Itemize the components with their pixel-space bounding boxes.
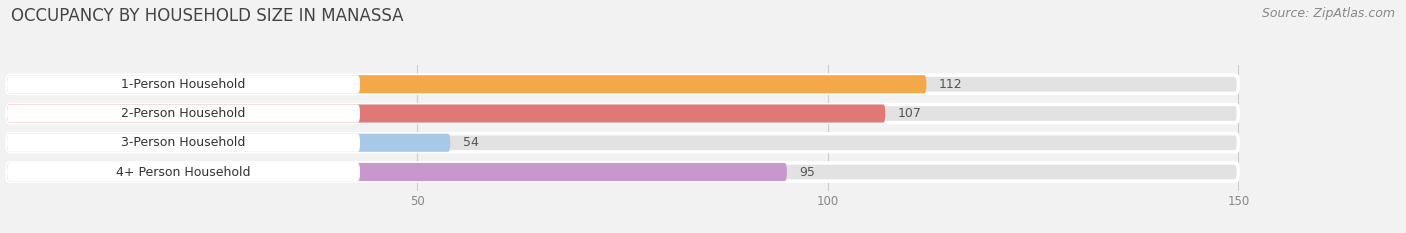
Text: 95: 95	[799, 165, 815, 178]
Text: 3-Person Household: 3-Person Household	[121, 136, 246, 149]
Text: Source: ZipAtlas.com: Source: ZipAtlas.com	[1261, 7, 1395, 20]
Text: 112: 112	[939, 78, 962, 91]
Text: 54: 54	[463, 136, 478, 149]
FancyBboxPatch shape	[7, 104, 360, 123]
FancyBboxPatch shape	[7, 75, 360, 93]
Text: OCCUPANCY BY HOUSEHOLD SIZE IN MANASSA: OCCUPANCY BY HOUSEHOLD SIZE IN MANASSA	[11, 7, 404, 25]
FancyBboxPatch shape	[7, 75, 1239, 93]
FancyBboxPatch shape	[7, 163, 360, 181]
FancyBboxPatch shape	[7, 163, 787, 181]
FancyBboxPatch shape	[7, 134, 450, 152]
Text: 4+ Person Household: 4+ Person Household	[117, 165, 250, 178]
FancyBboxPatch shape	[7, 104, 886, 123]
FancyBboxPatch shape	[7, 134, 1239, 152]
FancyBboxPatch shape	[7, 134, 360, 152]
Text: 107: 107	[897, 107, 921, 120]
Text: 1-Person Household: 1-Person Household	[121, 78, 246, 91]
FancyBboxPatch shape	[7, 163, 1239, 181]
FancyBboxPatch shape	[7, 75, 927, 93]
Text: 2-Person Household: 2-Person Household	[121, 107, 246, 120]
FancyBboxPatch shape	[7, 104, 1239, 123]
